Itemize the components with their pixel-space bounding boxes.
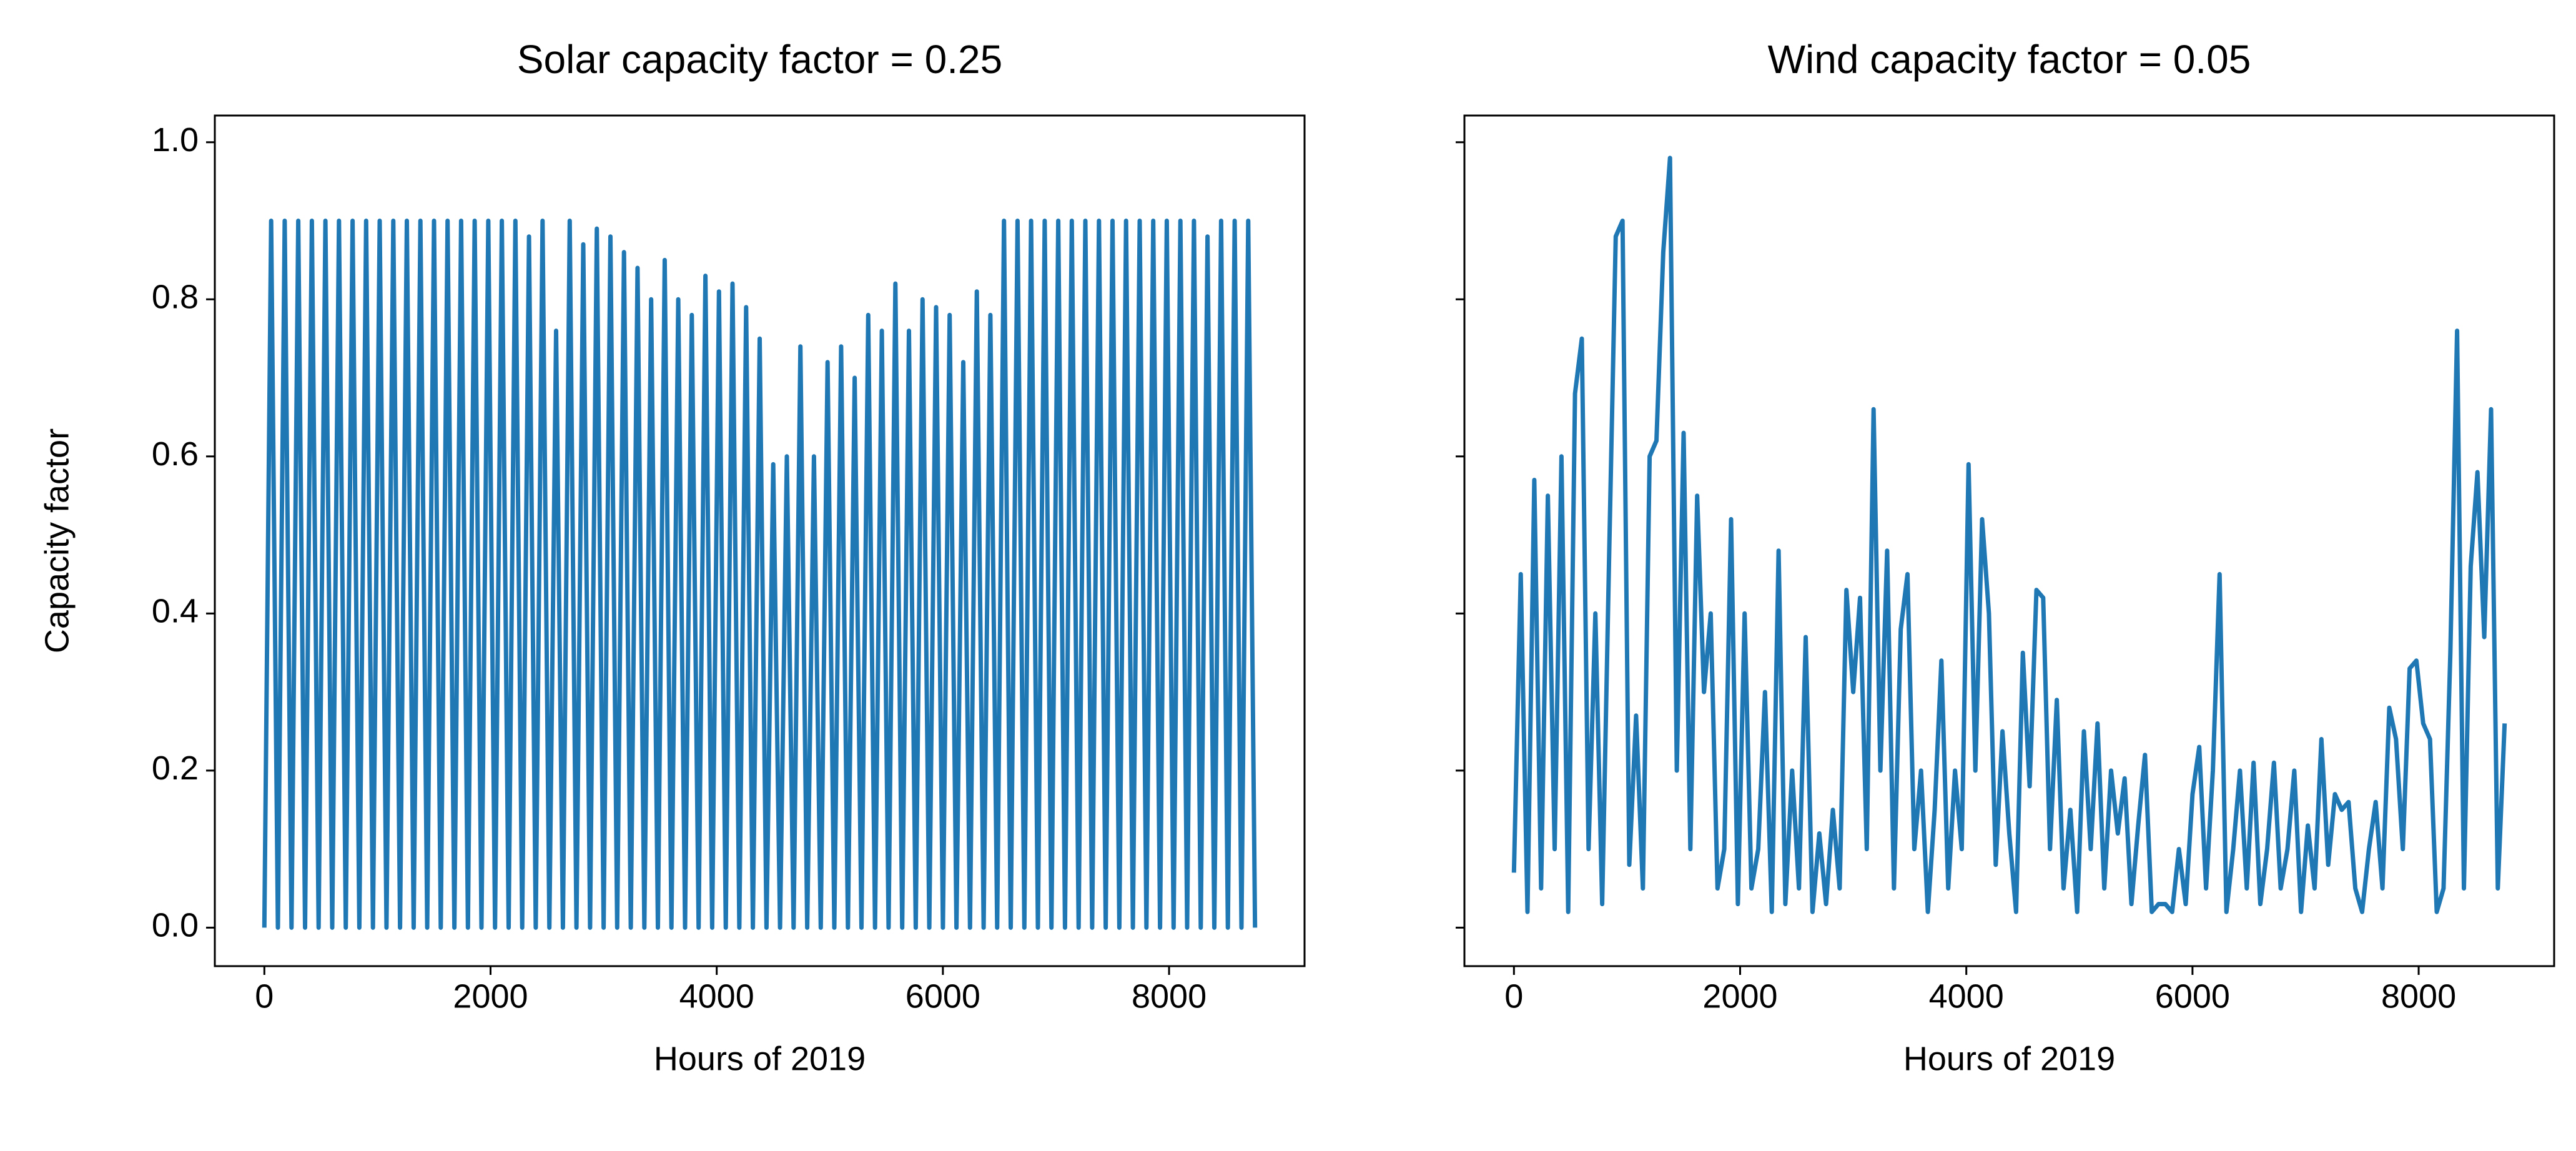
x-axis-label: Hours of 2019 xyxy=(654,1040,866,1077)
y-tick-label: 0.2 xyxy=(152,749,199,787)
x-tick-label: 6000 xyxy=(906,977,980,1015)
axes-frame xyxy=(214,114,1306,967)
x-tick-label: 8000 xyxy=(1132,977,1207,1015)
axes-frame xyxy=(1463,114,2555,967)
y-axis-label: Capacity factor xyxy=(38,428,76,653)
data-line xyxy=(1511,156,2507,914)
x-tick-label: 4000 xyxy=(679,977,754,1015)
x-tick-label: 0 xyxy=(255,977,274,1015)
x-tick-label: 6000 xyxy=(2155,977,2230,1015)
x-tick-label: 4000 xyxy=(1929,977,2004,1015)
chart-title: Solar capacity factor = 0.25 xyxy=(517,37,1002,82)
y-tick-label: 0.6 xyxy=(152,435,199,473)
y-tick-label: 1.0 xyxy=(152,121,199,159)
x-axis-label: Hours of 2019 xyxy=(1903,1040,2115,1077)
data-line xyxy=(262,219,1258,930)
y-tick-label: 0.0 xyxy=(152,907,199,944)
y-tick-label: 0.8 xyxy=(152,279,199,316)
y-tick-label: 0.4 xyxy=(152,593,199,630)
x-tick-label: 0 xyxy=(1504,977,1523,1015)
x-tick-label: 2000 xyxy=(453,977,528,1015)
chart-title: Wind capacity factor = 0.05 xyxy=(1768,37,2251,82)
x-tick-label: 2000 xyxy=(1702,977,1777,1015)
x-tick-label: 8000 xyxy=(2381,977,2456,1015)
